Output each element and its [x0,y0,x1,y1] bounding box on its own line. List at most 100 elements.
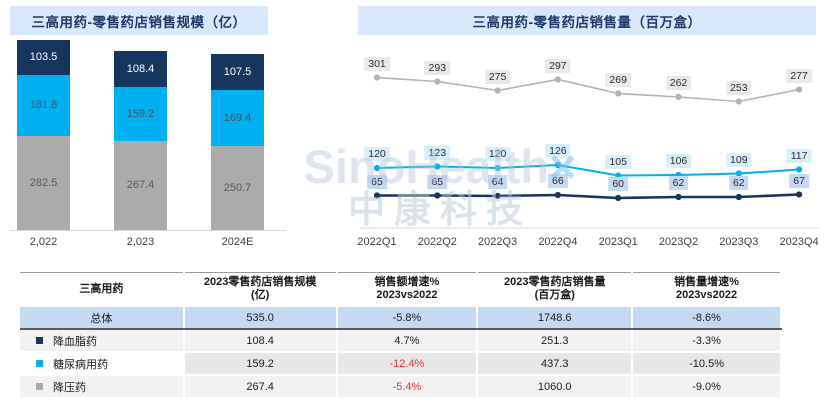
line-chart-title: 三高用药-零售药店销售量（百万盒） [358,6,816,35]
series-line [376,163,800,177]
line-x-label: 2023Q3 [719,236,759,248]
scale-cell: 267.4 [183,375,338,399]
point-value-label: 105 [605,154,631,169]
table-row: 糖尿病用药 159.2 -12.4% 437.3 -10.5% [20,352,782,376]
bar-segment: 103.5 [17,40,70,75]
data-point [615,194,622,202]
series-line [377,193,800,200]
data-point [675,193,682,201]
data-point [494,192,501,200]
line-x-label: 2022Q2 [417,236,457,248]
category-name-cell: 糖尿病用药 [20,352,185,376]
data-point [494,164,501,172]
legend-square-icon [36,360,43,367]
data-point [615,90,622,97]
volume-cell: 1060.0 [477,375,634,399]
table-header-cell: 2023零售药店销售量 (百万盒) [477,272,634,307]
point-value-label: 120 [484,147,511,161]
point-value-label: 301 [364,56,390,71]
amount-growth-cell: 4.7% [336,329,479,353]
bar-chart-title: 三高用药-零售药店销售规模（亿） [10,6,268,35]
data-point [434,192,441,199]
data-point [796,166,803,173]
data-point [796,191,803,198]
bar-segment: 107.5 [211,53,264,90]
point-value-label: 62 [728,176,749,190]
bar-x-label: 2,022 [29,236,58,248]
bar-segment: 250.7 [211,146,264,230]
data-point [735,170,742,177]
point-value-label: 262 [665,76,692,90]
point-value-label: 60 [608,177,629,191]
point-value-label: 65 [367,174,387,189]
scale-cell: 159.2 [183,352,338,376]
series-line [376,76,800,103]
table-row: 总体 535.0 -5.8% 1748.6 -8.6% [20,305,782,330]
amount-growth-cell: -5.8% [336,305,479,330]
bar-segment: 169.4 [211,89,264,147]
stacked-bar: 107.5 169.4 250.7 [211,53,264,230]
line-x-label: 2023Q2 [658,236,699,248]
line-x-label: 2022Q3 [478,236,518,248]
point-value-label: 65 [427,174,448,189]
legend-square-icon [36,383,43,390]
legend-square-icon [36,337,43,344]
volume-growth-cell: -8.6% [632,305,782,330]
line-x-label: 2022Q4 [538,236,578,248]
category-name-cell: 降血脂药 [20,329,185,353]
table-row: 降压药 267.4 -5.4% 1060.0 -9.0% [20,375,782,399]
stacked-bar: 103.5 181.8 282.5 [17,40,70,230]
table-header-cell: 三高用药 [20,272,185,307]
point-value-label: 64 [487,175,508,189]
bar-segment: 108.4 [114,51,167,88]
scale-cell: 108.4 [183,329,338,353]
bar-segment: 282.5 [17,135,70,230]
data-point [554,161,561,169]
point-value-label: 123 [424,145,451,160]
line-chart-svg [360,74,820,229]
line-x-label: 2023Q1 [598,236,638,248]
point-value-label: 126 [545,144,571,158]
category-name: 降血脂药 [53,335,97,348]
category-name: 降压药 [53,381,86,394]
line-chart: 301 293 275 297 269 262 253 277 120 123 120 126 105 1… [357,40,823,252]
point-value-label: 293 [424,60,451,75]
point-value-label: 120 [364,147,390,161]
data-point [373,164,381,172]
point-value-label: 117 [786,148,812,163]
data-point [675,93,682,101]
bar-segment: 181.8 [17,74,70,136]
bar-x-label: 2,023 [126,236,155,248]
bar-segment: 267.4 [114,140,167,230]
point-value-label: 66 [548,174,568,188]
data-point [554,76,561,83]
stacked-bar: 108.4 159.2 267.4 [114,51,167,230]
data-point [373,192,381,199]
category-name-cell: 降压药 [20,375,185,399]
table-header-cell: 销售额增速% 2023vs2022 [336,272,479,307]
point-value-label: 106 [665,154,692,168]
summary-table: 三高用药 2023零售药店销售规模 (亿) 销售额增速% 2023vs2022 2023零… [20,272,782,399]
amount-growth-cell: -5.4% [336,375,479,399]
data-point [373,74,381,81]
volume-cell: 437.3 [477,352,634,376]
category-name: 糖尿病用药 [53,358,108,371]
data-point [494,87,501,94]
point-value-label: 253 [726,80,752,95]
data-point [735,193,742,201]
stacked-bar-chart: 103.5 181.8 282.5 2,022 108.4 159.2 267.4 2,023… [10,40,286,248]
volume-growth-cell: -9.0% [632,375,782,399]
point-value-label: 297 [545,58,571,73]
point-value-label: 269 [605,72,631,87]
point-value-label: 62 [668,176,689,190]
line-x-label: 2022Q1 [357,236,397,248]
data-point [434,78,441,85]
bar-segment: 159.2 [114,87,167,141]
point-value-label: 277 [786,68,812,83]
data-point [735,98,742,105]
bar-x-label: 2024E [221,236,254,248]
data-point [434,163,441,170]
point-value-label: 275 [484,69,511,84]
category-name-cell: 总体 [20,305,185,330]
